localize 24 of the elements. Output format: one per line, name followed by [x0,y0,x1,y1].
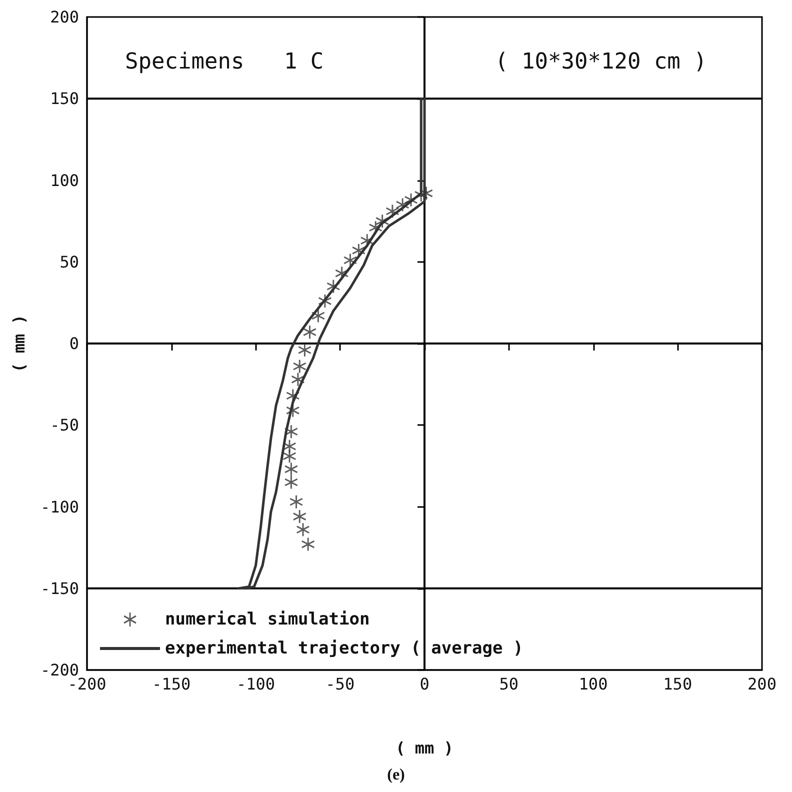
x-tick-label: 0 [420,674,430,694]
x-tick-label: -100 [236,674,276,694]
y-tick-label: 0 [69,334,79,353]
legend-label: experimental trajectory ( average ) [165,638,524,658]
text: ( 10*30*120 cm ) [495,50,707,74]
x-tick-label: 200 [748,674,776,694]
y-tick-label: 150 [50,89,79,108]
legend-label: numerical simulation [165,610,370,630]
y-tick-label: -100 [40,497,79,516]
x-tick-label: 100 [578,674,608,694]
y-axis-title: ( mm ) [10,314,28,372]
x-axis-title: ( mm ) [396,738,454,758]
y-tick-label: 100 [50,170,79,190]
y-tick-label: -150 [40,578,79,598]
x-tick-label: -50 [326,674,355,694]
y-tick-label: 50 [60,252,79,272]
y-tick-label: -50 [50,416,79,435]
text: Specimens 1 C [125,50,324,74]
x-tick-label: -150 [152,674,191,694]
x-tick-label: 150 [663,674,692,694]
text: (e) [387,766,405,784]
y-tick-label: -200 [40,660,79,680]
y-tick-label: 200 [50,8,79,26]
x-tick-label: 50 [499,674,519,694]
